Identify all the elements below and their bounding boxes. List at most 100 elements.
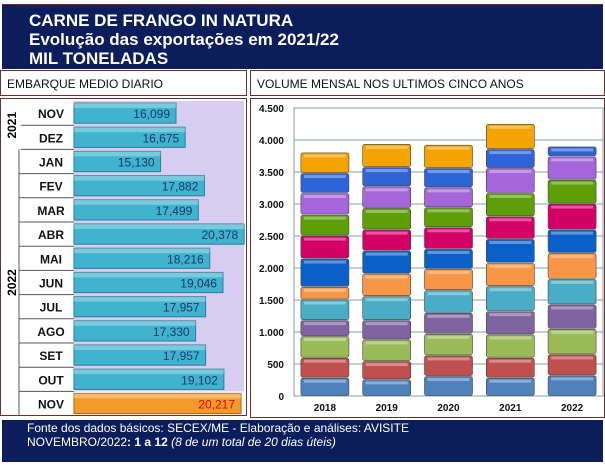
- stacked-segment: [547, 179, 597, 204]
- y-tick-label: 0: [278, 392, 284, 403]
- header: CARNE DE FRANGO IN NATURA Evolução das e…: [2, 4, 603, 69]
- segment-shine: [551, 280, 594, 284]
- unit-label: MIL TONELADAS: [29, 49, 169, 68]
- data-label: 17,330: [153, 325, 190, 339]
- bar-highlight: [74, 103, 176, 108]
- data-label: 17,957: [163, 301, 200, 315]
- stacked-segment: [362, 208, 411, 230]
- segment-shine: [427, 270, 470, 274]
- stacked-segment: [424, 227, 473, 249]
- daily-shipment-chart: NOV 16,099 DEZ 16,675 JAN 15,130 FEV 17,882 MAR 1…: [0, 98, 247, 417]
- month-label: MAI: [40, 252, 62, 266]
- month-label: SET: [39, 349, 63, 363]
- source-note: Fonte dos dados básicos: SECEX/ME - Elab…: [27, 421, 409, 435]
- segment-shine: [427, 335, 470, 339]
- segment-shine: [489, 313, 532, 317]
- segment-shine: [551, 148, 594, 152]
- stacked-segment: [547, 375, 597, 396]
- segment-shine: [427, 250, 470, 254]
- stacked-segment: [362, 273, 411, 296]
- stacked-segment: [424, 269, 473, 291]
- stacked-segment: [486, 216, 535, 239]
- stacked-segment: [300, 287, 350, 300]
- x-tick-label: 2019: [376, 403, 399, 414]
- bar-highlight: [74, 320, 196, 326]
- stacked-segment: [486, 239, 535, 263]
- stacked-segment: [362, 361, 411, 380]
- segment-shine: [365, 298, 408, 302]
- stacked-segment: [362, 167, 411, 187]
- bar: [73, 368, 225, 390]
- stacked-segment: [424, 187, 473, 208]
- segment-shine: [427, 357, 470, 361]
- stacked-segment: [424, 249, 473, 269]
- data-label: 17,957: [163, 349, 200, 363]
- bar: [73, 296, 207, 318]
- stacked-segment: [362, 320, 411, 340]
- stacked-segment: [424, 376, 473, 396]
- stacked-segment: [300, 377, 350, 396]
- segment-shine: [551, 158, 594, 162]
- month-label: NOV: [38, 107, 64, 121]
- segment-shine: [427, 314, 470, 318]
- segment-shine: [303, 288, 346, 292]
- segment-shine: [551, 306, 594, 310]
- segment-shine: [551, 181, 594, 185]
- stacked-segment: [300, 357, 350, 378]
- segment-shine: [489, 125, 532, 129]
- segment-shine: [365, 252, 408, 256]
- bar-highlight: [74, 224, 245, 229]
- segment-shine: [365, 322, 408, 326]
- stacked-segment: [424, 168, 473, 188]
- x-tick-label: 2020: [437, 403, 460, 414]
- month-label: OUT: [38, 373, 64, 387]
- data-label: 17,499: [156, 204, 193, 218]
- month-label: NOV: [38, 398, 64, 412]
- segment-shine: [365, 363, 408, 367]
- bar-highlight: [74, 393, 241, 399]
- y-tick-label: 3.000: [259, 200, 284, 211]
- segment-shine: [303, 322, 346, 326]
- segment-shine: [489, 218, 532, 222]
- month-label: JAN: [39, 156, 63, 170]
- period-note: NOVEMBRO/2022: 1 a 12 (8 de um total de …: [27, 435, 336, 449]
- data-label: 15,130: [118, 156, 155, 170]
- segment-shine: [427, 209, 470, 213]
- segment-shine: [551, 356, 594, 360]
- data-label: 20,217: [198, 398, 235, 412]
- segment-shine: [489, 170, 532, 174]
- segment-shine: [303, 154, 346, 158]
- bar: [73, 247, 211, 269]
- stacked-segment: [547, 229, 597, 253]
- y-tick-label: 2.000: [259, 264, 284, 275]
- data-label: 20,378: [202, 228, 239, 242]
- segment-shine: [489, 264, 532, 268]
- segment-shine: [489, 240, 532, 244]
- stacked-segment: [547, 329, 597, 355]
- stacked-segment: [424, 290, 473, 313]
- bar: [73, 102, 177, 124]
- stacked-segment: [486, 334, 535, 358]
- stacked-segment: [362, 379, 411, 396]
- segment-shine: [551, 377, 594, 381]
- data-label: 16,675: [142, 131, 179, 145]
- bar-highlight: [74, 175, 205, 181]
- bar: [73, 175, 205, 197]
- segment-shine: [303, 237, 346, 241]
- stacked-segment: [300, 193, 350, 215]
- segment-shine: [365, 381, 408, 385]
- bar: [73, 392, 242, 415]
- stacked-segment: [300, 320, 350, 336]
- stacked-segment: [300, 299, 350, 320]
- stacked-segment: [547, 156, 597, 180]
- y-tick-label: 1.500: [259, 296, 284, 307]
- segment-shine: [489, 379, 532, 383]
- stacked-segment: [424, 207, 473, 228]
- stacked-segment: [547, 279, 597, 305]
- bar-highlight: [74, 151, 161, 157]
- segment-shine: [365, 169, 408, 173]
- title: CARNE DE FRANGO IN NATURA: [29, 11, 294, 30]
- month-label: MAR: [37, 204, 65, 218]
- segment-shine: [427, 189, 470, 193]
- x-tick-label: 2021: [499, 403, 522, 414]
